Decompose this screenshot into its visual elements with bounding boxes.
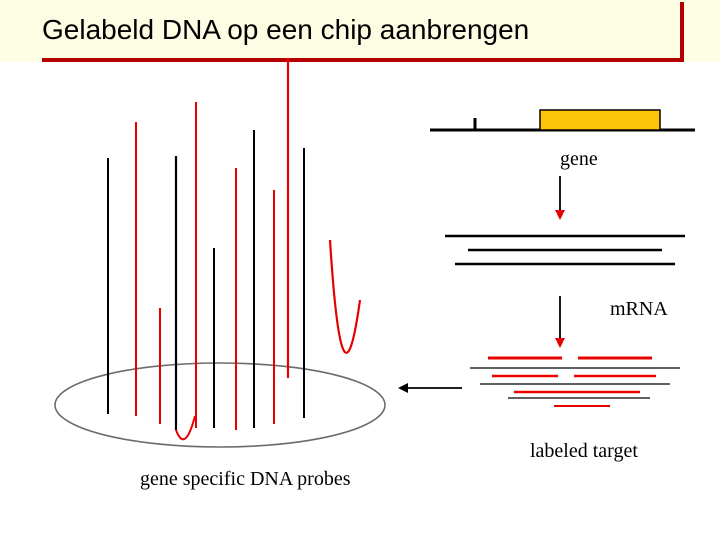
gene-label: gene	[560, 148, 598, 171]
labeled-target-label: labeled target	[530, 440, 638, 463]
probes-label: gene specific DNA probes	[140, 468, 351, 491]
mrna-label: mRNA	[610, 298, 668, 321]
